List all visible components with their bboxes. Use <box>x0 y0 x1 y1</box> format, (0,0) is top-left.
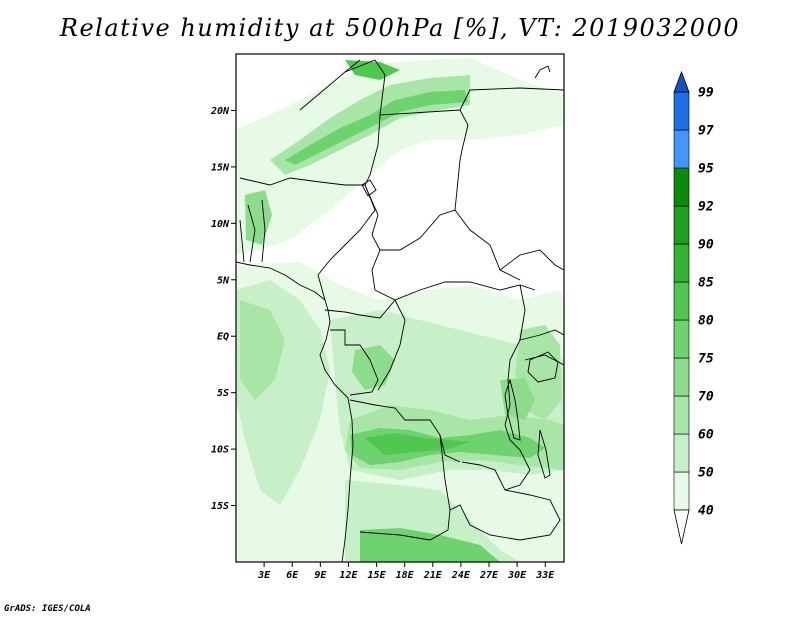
colorbar-top-arrow <box>673 70 690 93</box>
border-niger-mali <box>299 59 386 186</box>
colorbar: 40 50 60 70 75 80 85 90 92 95 97 99 <box>673 70 714 545</box>
border-zambia-east <box>449 489 561 541</box>
humid-core-south <box>360 528 500 562</box>
latitude-axis: 20N 15N 10N 5N EQ 5S 10S 15S <box>210 106 236 512</box>
border-sudan-south <box>499 249 564 271</box>
colorbar-label: 40 <box>698 504 714 519</box>
lat-tick-label: 20N <box>210 106 230 117</box>
moist-region-sahel-light <box>236 58 564 255</box>
country-borders <box>236 59 564 562</box>
coastline-central-west-africa <box>319 321 354 562</box>
lon-tick-label: 24E <box>451 570 471 581</box>
lake-victoria-outline <box>527 351 559 383</box>
humidity-field <box>236 54 564 562</box>
lake-malawi-outline <box>537 429 551 479</box>
lon-tick-label: 3E <box>257 570 271 581</box>
colorbar-label: 60 <box>698 428 714 443</box>
border-angola-zambia <box>359 434 451 541</box>
colorbar-bottom-arrow <box>673 509 690 545</box>
lon-tick-label: 12E <box>339 570 358 581</box>
border-car-drc <box>371 249 536 301</box>
border-nigeria-cameroon <box>317 184 376 301</box>
border-niger-chad <box>344 59 469 161</box>
colorbar-label: 50 <box>698 466 714 481</box>
colorbar-bin <box>673 319 690 359</box>
coastline-west-africa <box>236 261 331 323</box>
lon-tick-label: 18E <box>396 570 415 581</box>
colorbar-bin <box>673 471 690 511</box>
lake-tanganyika-outline <box>504 378 521 441</box>
colorbar-bin <box>673 205 690 245</box>
humid-core-sahel <box>285 90 468 165</box>
lon-tick-label: 21E <box>423 570 443 581</box>
lon-tick-label: 15E <box>368 570 387 581</box>
colorbar-label: 95 <box>698 162 714 177</box>
colorbar-label: 90 <box>698 238 714 253</box>
colorbar-bin <box>673 433 690 473</box>
map-title: Relative humidity at 500hPa [%], VT: 201… <box>59 14 741 42</box>
lake-chad-outline <box>361 179 377 197</box>
border-cameroon-congo <box>324 299 396 319</box>
colorbar-bin <box>673 167 690 207</box>
lat-tick-label: 5S <box>217 388 229 399</box>
border-uganda-kenya <box>519 329 564 341</box>
colorbar-label: 70 <box>698 390 714 405</box>
colorbar-bin <box>673 395 690 435</box>
colorbar-label: 75 <box>698 352 714 367</box>
lon-tick-label: 9E <box>314 570 327 581</box>
lon-tick-label: 27E <box>479 570 499 581</box>
colorbar-bin <box>673 91 690 131</box>
lat-tick-label: EQ <box>217 332 229 343</box>
humid-patch-west <box>240 300 285 400</box>
lon-tick-label: 30E <box>507 570 527 581</box>
border-nigeria-niger <box>239 177 365 186</box>
lat-tick-label: 5N <box>217 275 230 286</box>
lat-tick-label: 15N <box>211 162 230 173</box>
humid-core-north <box>345 60 400 80</box>
border-gabon-congo <box>330 329 379 396</box>
border-car-sudan <box>454 209 521 281</box>
border-congo-drc <box>377 299 406 391</box>
border-drc-angola <box>349 399 461 463</box>
longitude-axis: 3E 6E 9E 12E 15E 18E 21E 24E 27E 30E 33E <box>257 562 555 581</box>
lat-tick-label: 10S <box>211 445 229 456</box>
border-chad-sudan <box>459 87 564 111</box>
nile-coast-north <box>534 65 551 79</box>
lat-tick-label: 15S <box>211 501 229 512</box>
colorbar-bin <box>673 243 690 283</box>
border-drc-east <box>461 284 531 491</box>
map-frame <box>235 53 565 563</box>
colorbar-label: 85 <box>698 276 714 291</box>
lon-tick-label: 6E <box>286 570 299 581</box>
grads-credit: GrADS: IGES/COLA <box>4 604 91 614</box>
colorbar-label: 92 <box>698 200 714 215</box>
colorbar-label: 80 <box>698 314 714 329</box>
colorbar-bin <box>673 129 690 169</box>
colorbar-bin <box>673 281 690 321</box>
colorbar-bin <box>673 357 690 397</box>
lat-tick-label: 10N <box>211 219 230 230</box>
colorbar-label: 99 <box>698 86 714 101</box>
border-west-small-states <box>239 199 266 263</box>
colorbar-label: 97 <box>698 124 714 139</box>
lon-tick-label: 33E <box>535 570 555 581</box>
border-chad-car <box>364 159 461 251</box>
